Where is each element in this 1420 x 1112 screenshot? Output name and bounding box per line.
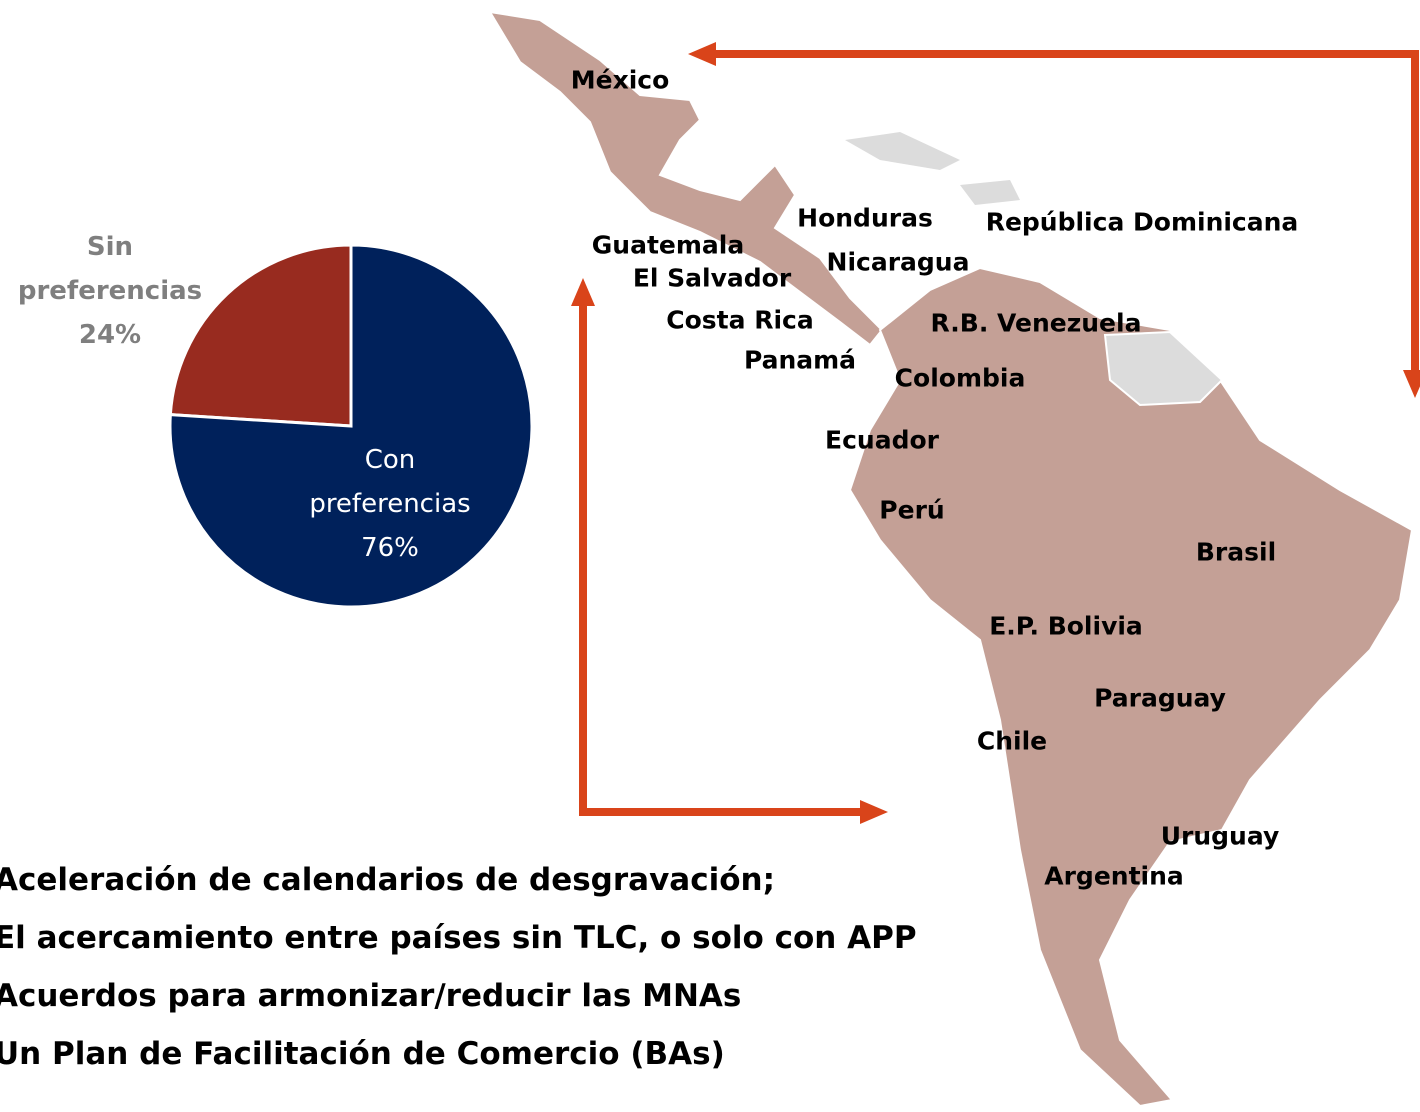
map <box>488 10 1414 1108</box>
country-label: México <box>570 65 670 95</box>
country-label: Argentina <box>1044 861 1184 891</box>
country-label: Paraguay <box>1094 683 1226 713</box>
slice-label: Sin preferencias <box>17 232 203 306</box>
guianas <box>1103 330 1224 407</box>
country-label: Guatemala <box>591 230 745 260</box>
country-label: Panamá <box>743 345 857 375</box>
country-label: E.P. Bolivia <box>989 611 1143 641</box>
country-label: Honduras <box>797 203 933 233</box>
arrow-line <box>579 300 866 816</box>
country-label: Chile <box>976 726 1048 756</box>
arrowhead <box>688 42 716 66</box>
arrowhead <box>1403 370 1420 398</box>
country-label: Costa Rica <box>666 305 814 335</box>
country-label: Brasil <box>1195 537 1277 567</box>
central-america <box>488 10 884 347</box>
country-label: Nicaragua <box>826 247 970 277</box>
slice-label: Con preferencias <box>309 445 471 519</box>
slice-value-label: 76% <box>361 533 419 563</box>
arrowhead <box>860 800 888 824</box>
arrowhead <box>571 278 595 306</box>
country-label: R.B. Venezuela <box>930 308 1142 338</box>
slice-value-label: 24% <box>78 320 142 350</box>
arrows <box>579 50 1419 816</box>
country-label: Perú <box>879 495 945 525</box>
pie-slice <box>168 243 353 428</box>
arrow-line <box>712 50 1419 378</box>
bullet-text: Acuerdos para armonizar/reducir las MNAs <box>0 978 742 1014</box>
arrowheads <box>571 42 1420 824</box>
pie-slice <box>168 243 534 609</box>
caribbean <box>845 132 1020 205</box>
bullet-text: Aceleración de calendarios de desgravaci… <box>0 862 775 898</box>
bullet-text: El acercamiento entre países sin TLC, o … <box>0 920 917 956</box>
country-label: Colombia <box>894 363 1026 393</box>
country-label: República Dominicana <box>985 207 1299 237</box>
bullet-text: Un Plan de Facilitación de Comercio (BAs… <box>0 1036 725 1072</box>
country-label: Ecuador <box>825 425 939 455</box>
country-label: El Salvador <box>632 263 792 293</box>
country-label: Uruguay <box>1160 821 1280 851</box>
